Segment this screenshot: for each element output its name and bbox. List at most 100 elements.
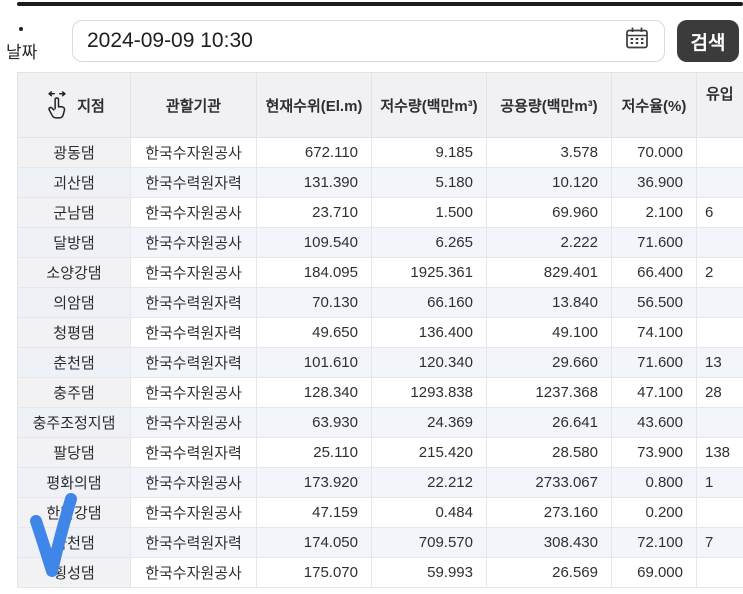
cell-agency: 한국수자원공사 xyxy=(130,227,257,258)
cell-site: 충주조정지댐 xyxy=(17,407,131,438)
cell-capacity: 2733.067 xyxy=(486,467,612,498)
date-field-label: 날짜 xyxy=(6,43,38,62)
cell-level: 175.070 xyxy=(256,557,372,588)
cell-capacity: 29.660 xyxy=(486,347,612,378)
cell-storage: 9.185 xyxy=(371,137,487,168)
table-row: 팔당댐 한국수력원자력 25.110 215.420 28.580 73.900 138 xyxy=(17,437,743,468)
cell-agency: 한국수자원공사 xyxy=(130,407,257,438)
cell-agency: 한국수자원공사 xyxy=(130,467,257,498)
cell-site: 군남댐 xyxy=(17,197,131,228)
cell-rate: 74.100 xyxy=(611,317,697,348)
column-header-agency: 관할기관 xyxy=(130,72,257,138)
cell-inflow: 6 xyxy=(696,197,743,228)
cell-site: 팔당댐 xyxy=(17,437,131,468)
cell-storage: 59.993 xyxy=(371,557,487,588)
cell-capacity: 10.120 xyxy=(486,167,612,198)
cell-storage: 24.369 xyxy=(371,407,487,438)
cell-agency: 한국수자원공사 xyxy=(130,497,257,528)
bullet-dot xyxy=(19,27,23,31)
date-input[interactable]: 2024-09-09 10:30 xyxy=(72,20,665,62)
cell-agency: 한국수자원공사 xyxy=(130,197,257,228)
column-header-level: 현재수위(El.m) xyxy=(256,72,372,138)
cell-agency: 한국수력원자력 xyxy=(130,167,257,198)
cell-level: 101.610 xyxy=(256,347,372,378)
cell-capacity: 13.840 xyxy=(486,287,612,318)
cell-rate: 47.100 xyxy=(611,377,697,408)
cell-site: 한탄강댐 xyxy=(17,497,131,528)
dam-status-table-scroll-area[interactable]: 지점 관할기관 현재수위(El.m) 저수량(백만m³) 공용량(백만m³) 저… xyxy=(17,72,743,594)
cell-inflow xyxy=(696,557,743,588)
table-row: 화천댐 한국수력원자력 174.050 709.570 308.430 72.100 7 xyxy=(17,527,743,558)
cell-level: 174.050 xyxy=(256,527,372,558)
cell-storage: 5.180 xyxy=(371,167,487,198)
column-header-capacity: 공용량(백만m³) xyxy=(486,72,612,138)
table-row: 군남댐 한국수자원공사 23.710 1.500 69.960 2.100 6 xyxy=(17,197,743,228)
cell-rate: 73.900 xyxy=(611,437,697,468)
cell-site: 괴산댐 xyxy=(17,167,131,198)
cell-capacity: 829.401 xyxy=(486,257,612,288)
cell-capacity: 49.100 xyxy=(486,317,612,348)
cell-site: 횡성댐 xyxy=(17,557,131,588)
cell-level: 109.540 xyxy=(256,227,372,258)
cell-site: 의암댐 xyxy=(17,287,131,318)
cell-inflow xyxy=(696,497,743,528)
cell-site: 화천댐 xyxy=(17,527,131,558)
cell-capacity: 26.641 xyxy=(486,407,612,438)
cell-inflow: 13 xyxy=(696,347,743,378)
cell-agency: 한국수력원자력 xyxy=(130,437,257,468)
cell-level: 128.340 xyxy=(256,377,372,408)
cell-capacity: 3.578 xyxy=(486,137,612,168)
cell-inflow xyxy=(696,317,743,348)
cell-site: 광동댐 xyxy=(17,137,131,168)
cell-site: 소양강댐 xyxy=(17,257,131,288)
cell-site: 춘천댐 xyxy=(17,347,131,378)
cell-rate: 2.100 xyxy=(611,197,697,228)
cell-capacity: 308.430 xyxy=(486,527,612,558)
cell-agency: 한국수자원공사 xyxy=(130,257,257,288)
swipe-horizontal-hand-icon xyxy=(43,90,71,120)
cell-storage: 215.420 xyxy=(371,437,487,468)
cell-level: 47.159 xyxy=(256,497,372,528)
cell-storage: 709.570 xyxy=(371,527,487,558)
table-row: 춘천댐 한국수력원자력 101.610 120.340 29.660 71.600 13 xyxy=(17,347,743,378)
search-button[interactable]: 검색 xyxy=(677,20,739,62)
cell-site: 청평댐 xyxy=(17,317,131,348)
cell-capacity: 273.160 xyxy=(486,497,612,528)
column-header-inflow: 유입 xyxy=(696,72,743,138)
cell-storage: 6.265 xyxy=(371,227,487,258)
column-header-site: 지점 xyxy=(17,72,131,138)
cell-agency: 한국수력원자력 xyxy=(130,347,257,378)
cell-level: 70.130 xyxy=(256,287,372,318)
cell-agency: 한국수력원자력 xyxy=(130,287,257,318)
column-header-rate: 저수율(%) xyxy=(611,72,697,138)
cell-agency: 한국수자원공사 xyxy=(130,557,257,588)
cell-inflow: 138 xyxy=(696,437,743,468)
cell-inflow xyxy=(696,137,743,168)
table-row: 괴산댐 한국수력원자력 131.390 5.180 10.120 36.900 xyxy=(17,167,743,198)
table-row: 평화의댐 한국수자원공사 173.920 22.212 2733.067 0.800 1 xyxy=(17,467,743,498)
cell-rate: 0.800 xyxy=(611,467,697,498)
cell-level: 184.095 xyxy=(256,257,372,288)
cell-inflow xyxy=(696,287,743,318)
cell-inflow: 28 xyxy=(696,377,743,408)
cell-site: 평화의댐 xyxy=(17,467,131,498)
top-divider-line xyxy=(17,2,743,6)
table-row: 충주댐 한국수자원공사 128.340 1293.838 1237.368 47.100 2… xyxy=(17,377,743,408)
cell-storage: 136.400 xyxy=(371,317,487,348)
cell-storage: 1925.361 xyxy=(371,257,487,288)
column-header-storage: 저수량(백만m³) xyxy=(371,72,487,138)
cell-inflow xyxy=(696,407,743,438)
cell-storage: 120.340 xyxy=(371,347,487,378)
cell-level: 672.110 xyxy=(256,137,372,168)
cell-rate: 56.500 xyxy=(611,287,697,318)
cell-rate: 71.600 xyxy=(611,227,697,258)
cell-storage: 1293.838 xyxy=(371,377,487,408)
cell-storage: 0.484 xyxy=(371,497,487,528)
table-row: 광동댐 한국수자원공사 672.110 9.185 3.578 70.000 xyxy=(17,137,743,168)
calendar-icon[interactable] xyxy=(624,25,650,57)
cell-inflow xyxy=(696,227,743,258)
cell-inflow: 7 xyxy=(696,527,743,558)
table-body: 광동댐 한국수자원공사 672.110 9.185 3.578 70.000 괴산댐 한국수력… xyxy=(17,137,743,588)
table-row: 청평댐 한국수력원자력 49.650 136.400 49.100 74.100 xyxy=(17,317,743,348)
cell-rate: 0.200 xyxy=(611,497,697,528)
